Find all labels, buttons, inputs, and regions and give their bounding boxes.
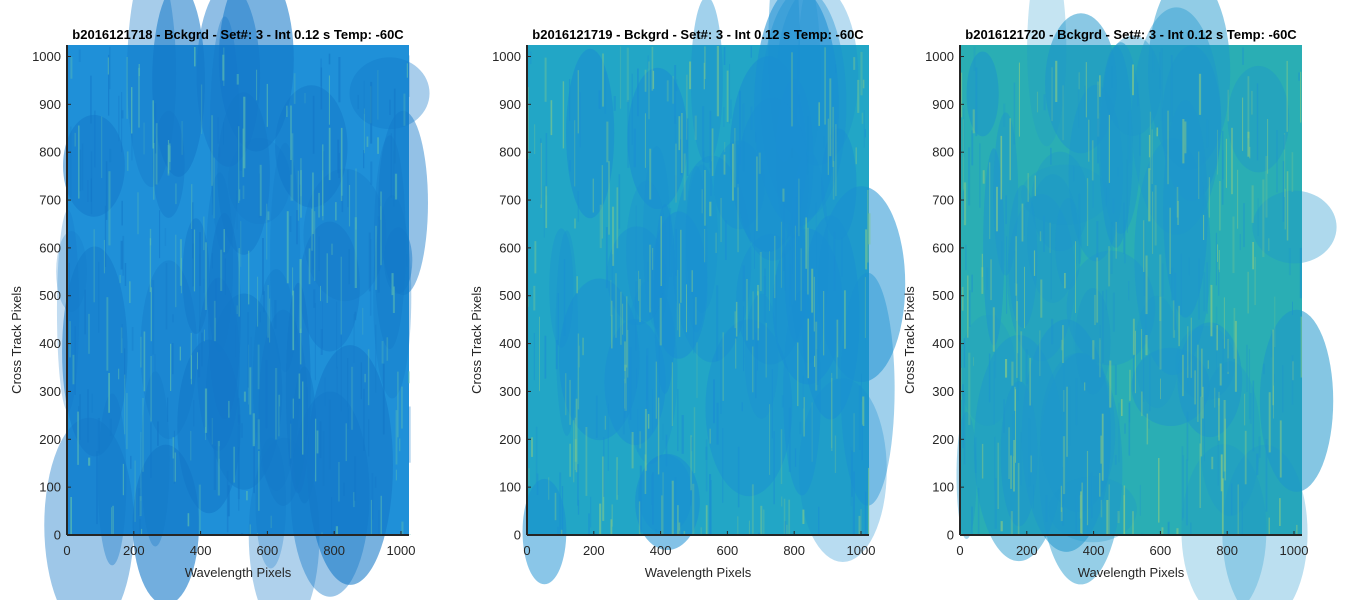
heatmap-image	[523, 0, 906, 584]
plot-title: b2016121718 - Bckgrd - Set#: 3 - Int 0.1…	[72, 27, 404, 42]
x-tick-label: 1000	[1280, 543, 1309, 558]
x-tick-label: 0	[63, 543, 70, 558]
y-tick-label: 500	[39, 288, 61, 303]
y-tick-label: 800	[932, 145, 954, 160]
x-tick-label: 200	[1016, 543, 1038, 558]
subplot-2: 0 200 400 600 800 1000 0 100 200 300 400 500 600 700 8…	[469, 0, 905, 584]
y-tick-label: 800	[39, 145, 61, 160]
x-tick-label: 600	[717, 543, 739, 558]
y-tick-label: 0	[54, 528, 61, 543]
y-tick-label: 300	[932, 384, 954, 399]
y-tick-label: 700	[932, 193, 954, 208]
x-tick-label: 400	[1083, 543, 1105, 558]
x-tick-label: 400	[650, 543, 672, 558]
y-tick-label: 200	[932, 432, 954, 447]
x-tick-label: 1000	[387, 543, 416, 558]
x-axis-label: Wavelength Pixels	[1078, 565, 1185, 580]
x-tick-label: 600	[1150, 543, 1172, 558]
plot-title: b2016121719 - Bckgrd - Set#: 3 - Int 0.1…	[532, 27, 864, 42]
y-tick-label: 700	[499, 193, 521, 208]
heatmap-image	[44, 0, 429, 600]
y-tick-label: 200	[39, 432, 61, 447]
y-tick-label: 400	[39, 336, 61, 351]
y-axis-label: Cross Track Pixels	[902, 286, 917, 394]
y-tick-label: 1000	[32, 49, 61, 64]
y-tick-label: 100	[39, 480, 61, 495]
x-tick-label: 600	[257, 543, 279, 558]
subplot-1: 0 200 400 600 800 1000 0 100 200 300 400 500 600 700 8…	[9, 0, 430, 600]
x-tick-label: 0	[523, 543, 530, 558]
y-tick-label: 900	[39, 97, 61, 112]
y-axis-label: Cross Track Pixels	[469, 286, 484, 394]
x-tick-label: 800	[783, 543, 805, 558]
y-axis-label: Cross Track Pixels	[9, 286, 24, 394]
x-axis-label: Wavelength Pixels	[185, 565, 292, 580]
y-tick-label: 900	[932, 97, 954, 112]
x-axis-label: Wavelength Pixels	[645, 565, 752, 580]
x-tick-label: 1000	[847, 543, 876, 558]
y-tick-label: 600	[932, 240, 954, 255]
y-tick-label: 300	[39, 384, 61, 399]
y-tick-label: 0	[947, 528, 954, 543]
x-tick-label: 400	[190, 543, 212, 558]
y-tick-label: 400	[499, 336, 521, 351]
y-tick-label: 0	[514, 528, 521, 543]
x-tick-label: 800	[1216, 543, 1238, 558]
x-tick-label: 800	[323, 543, 345, 558]
y-tick-label: 300	[499, 384, 521, 399]
x-tick-label: 200	[583, 543, 605, 558]
y-tick-label: 700	[39, 193, 61, 208]
y-tick-label: 400	[932, 336, 954, 351]
y-tick-label: 1000	[492, 49, 521, 64]
y-tick-label: 200	[499, 432, 521, 447]
x-tick-label: 200	[123, 543, 145, 558]
y-tick-label: 500	[932, 288, 954, 303]
heatmap-image	[957, 0, 1337, 600]
y-tick-label: 500	[499, 288, 521, 303]
y-tick-label: 100	[932, 480, 954, 495]
plot-title: b2016121720 - Bckgrd - Set#: 3 - Int 0.1…	[965, 27, 1297, 42]
x-tick-label: 0	[956, 543, 963, 558]
y-tick-label: 1000	[925, 49, 954, 64]
y-tick-label: 800	[499, 145, 521, 160]
y-tick-label: 100	[499, 480, 521, 495]
y-tick-label: 900	[499, 97, 521, 112]
y-tick-label: 600	[499, 240, 521, 255]
y-tick-label: 600	[39, 240, 61, 255]
subplot-3: 0 200 400 600 800 1000 0 100 200 300 400 500 600 700 8…	[902, 0, 1337, 600]
